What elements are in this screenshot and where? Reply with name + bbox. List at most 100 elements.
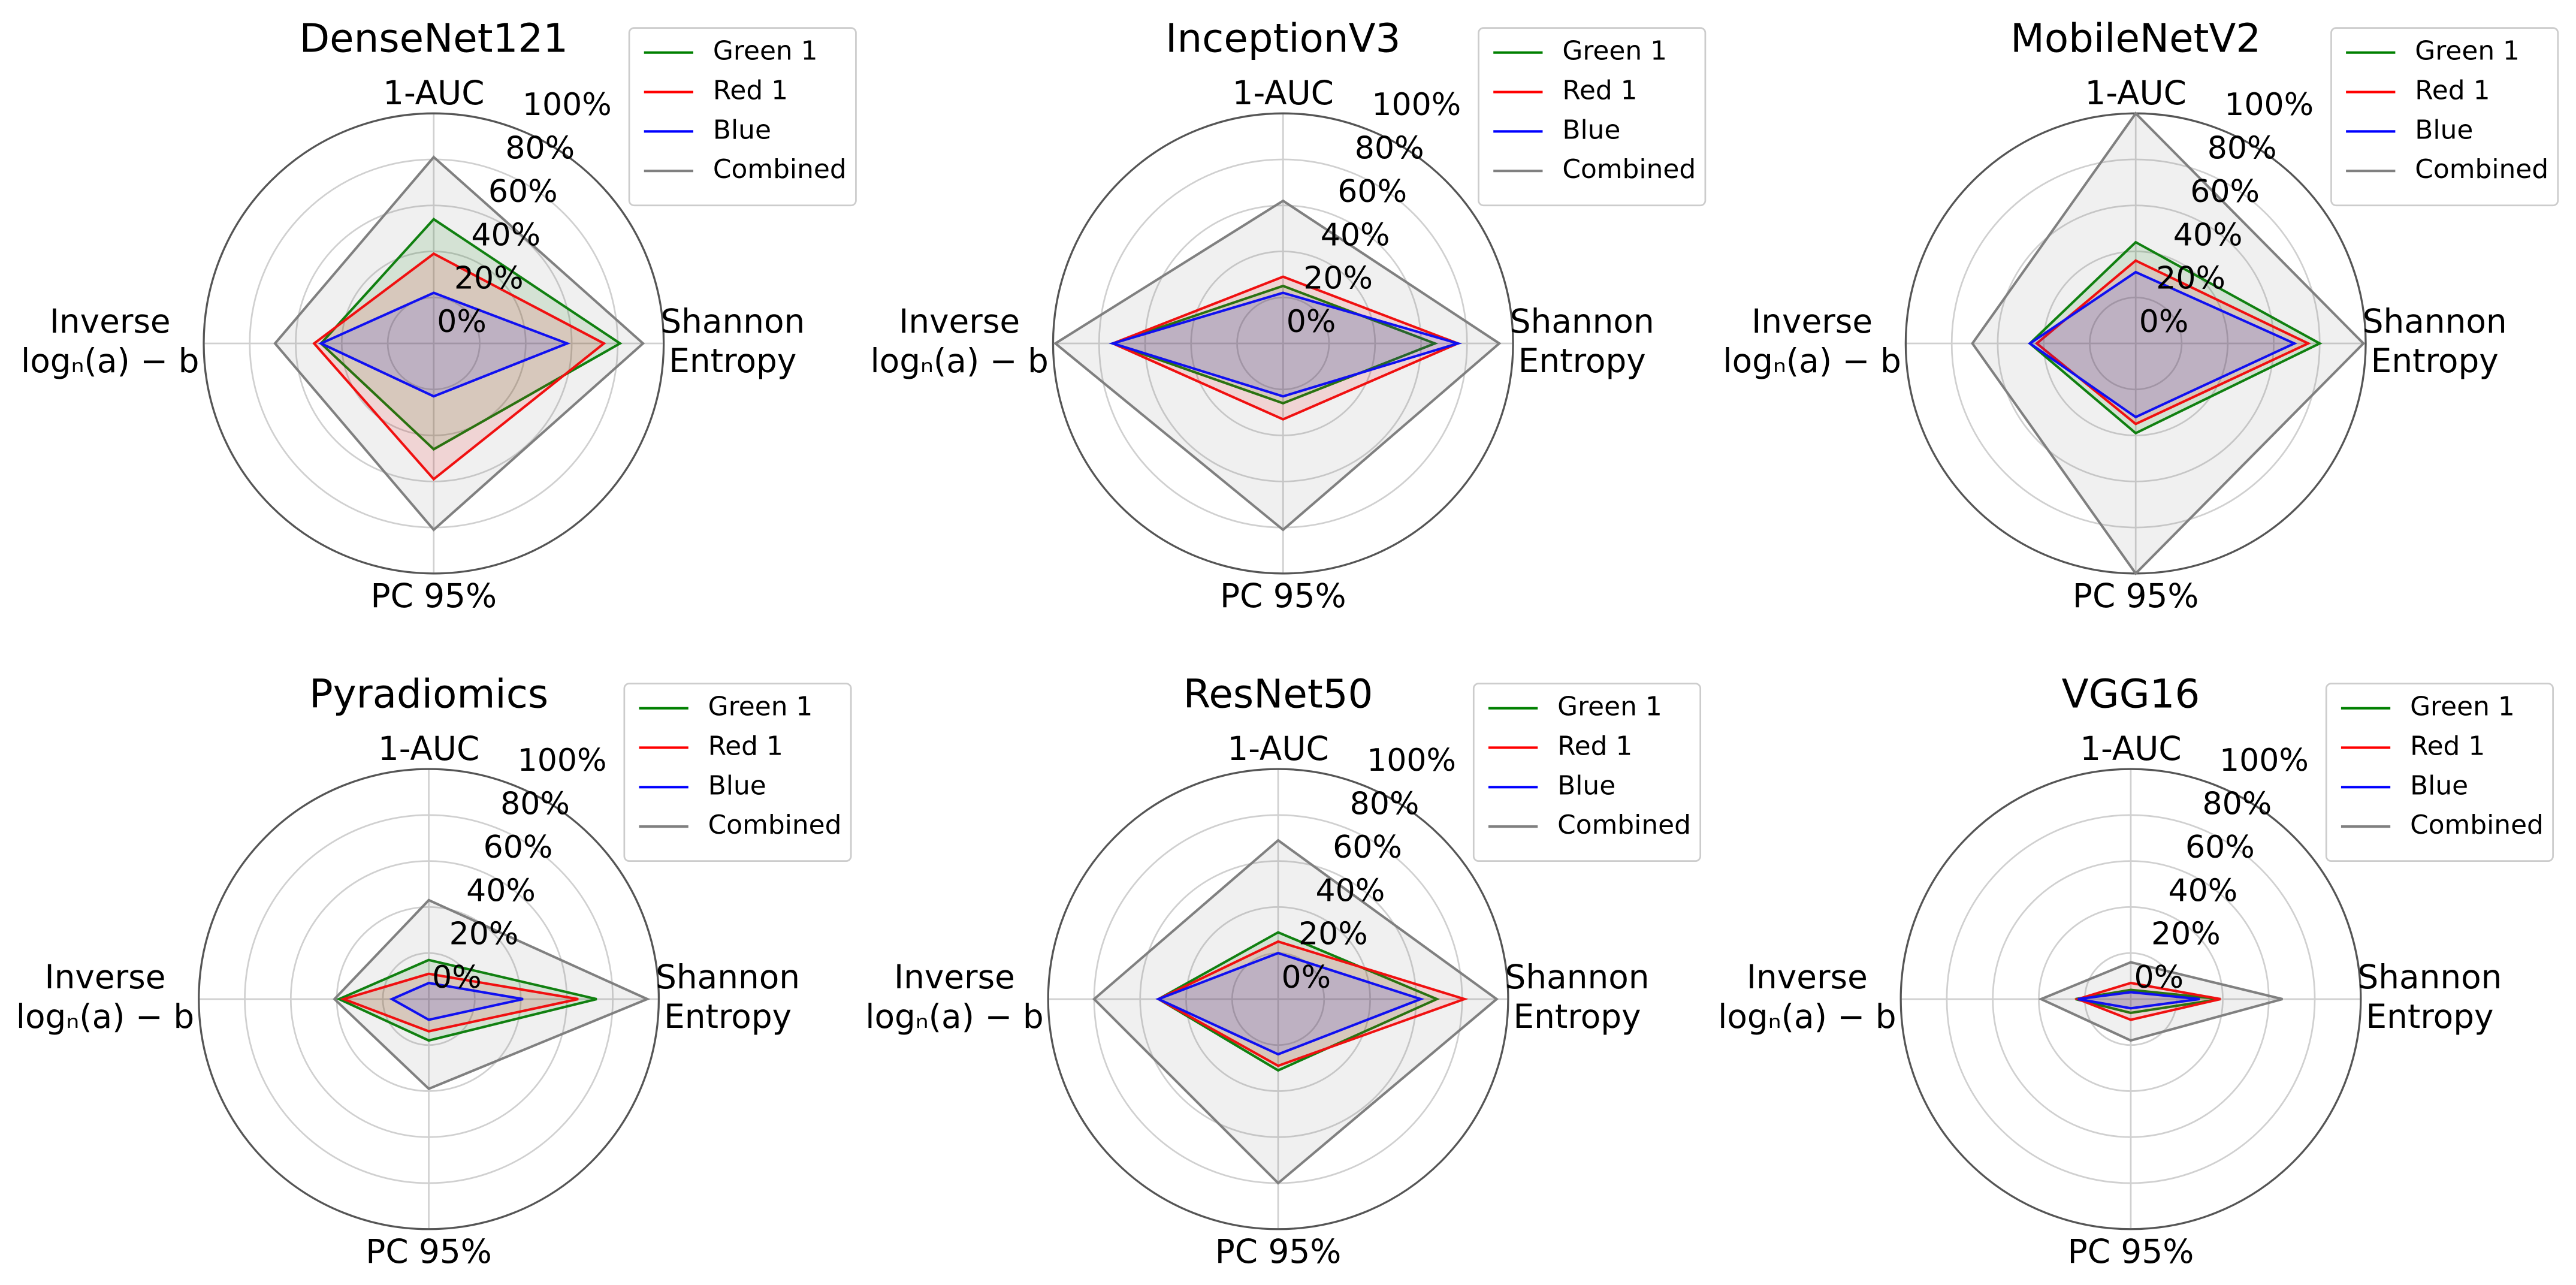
spine	[1899, 768, 2362, 1230]
r-tick-label: 20%	[2156, 261, 2225, 297]
axis-label: Shannon Entropy	[1510, 302, 1654, 380]
legend: Green 1 Red 1 Blue Combined	[628, 27, 857, 207]
r-tick-label: 100%	[2219, 743, 2309, 779]
radar-chart: 1-AUC Shannon Entropy PC 95% Inverse logₙ(a) …	[21, 16, 857, 615]
series-area	[333, 898, 651, 1091]
axis-label: Shannon Entropy	[1505, 958, 1650, 1036]
series-area	[1971, 111, 2366, 576]
r-tick-label: 60%	[2190, 174, 2260, 210]
r-tick-label: 80%	[2203, 786, 2272, 822]
r-tick-label: 40%	[2173, 217, 2243, 253]
r-tick-label: 100%	[2224, 87, 2314, 123]
legend-label: Red 1	[708, 731, 783, 761]
axis-label: PC 95%	[366, 1232, 492, 1271]
legend-box	[628, 27, 857, 207]
axis-label: PC 95%	[2068, 1232, 2194, 1271]
legend-box	[623, 683, 852, 862]
axis-label: PC 95%	[371, 577, 497, 615]
r-tick-label: 40%	[471, 217, 540, 253]
series-area	[389, 981, 524, 1021]
spine	[1052, 112, 1514, 575]
legend: Green 1 Red 1 Blue Combined	[2325, 683, 2554, 862]
radar-chart: 1-AUC Shannon Entropy PC 95% Inverse logₙ(a) …	[16, 671, 852, 1271]
r-tick-label: 40%	[466, 873, 536, 909]
axis-label: Inverse logₙ(a) − b	[21, 302, 199, 380]
legend-label: Green 1	[2410, 692, 2515, 722]
axis-label: PC 95%	[1215, 1232, 1342, 1271]
r-tick-label: 60%	[484, 829, 553, 865]
r-tick-label: 0%	[437, 304, 487, 340]
r-tick-label: 40%	[1316, 873, 1385, 909]
legend-label: Combined	[708, 810, 842, 840]
legend: Green 1 Red 1 Blue Combined	[1478, 27, 1707, 207]
axis-label: 1-AUC	[2085, 74, 2187, 112]
legend-label: Green 1	[708, 692, 813, 722]
legend-label: Combined	[713, 154, 847, 185]
legend-label: Combined	[2415, 154, 2548, 185]
r-tick-label: 80%	[2207, 131, 2277, 167]
chart-title: InceptionV3	[1165, 16, 1400, 62]
chart-title: VGG16	[2062, 671, 2200, 717]
legend-label: Blue	[713, 114, 771, 145]
r-tick-label: 0%	[2134, 960, 2184, 996]
legend-box	[1478, 27, 1707, 207]
series-area	[2074, 981, 2221, 1021]
r-tick-label: 0%	[2139, 304, 2189, 340]
r-tick-label: 40%	[2168, 873, 2237, 909]
legend-label: Combined	[1557, 810, 1691, 840]
r-tick-label: 80%	[1355, 131, 1424, 167]
series-area	[273, 155, 645, 532]
legend: Green 1 Red 1 Blue Combined	[2330, 27, 2559, 207]
r-tick-label: 100%	[1367, 743, 1456, 779]
r-tick-label: 60%	[488, 174, 558, 210]
axis-label: Inverse logₙ(a) − b	[865, 958, 1043, 1036]
r-tick-label: 0%	[1287, 304, 1336, 340]
spine	[203, 112, 665, 575]
series-area	[2028, 270, 2298, 419]
radar-chart: 1-AUC Shannon Entropy PC 95% Inverse logₙ(a) …	[1723, 16, 2559, 615]
axis-label: Inverse logₙ(a) − b	[16, 958, 194, 1036]
legend-label: Combined	[2410, 810, 2544, 840]
legend-label: Green 1	[713, 36, 818, 67]
series-area	[319, 218, 623, 451]
r-tick-label: 60%	[2185, 829, 2255, 865]
axis-label: Shannon Entropy	[660, 302, 805, 380]
legend-label: Blue	[2415, 114, 2473, 145]
axis-label: 1-AUC	[378, 729, 479, 768]
legend-label: Blue	[708, 770, 766, 801]
axis-label: 1-AUC	[1227, 729, 1328, 768]
legend-label: Combined	[1562, 154, 1696, 185]
series-area	[1053, 199, 1502, 532]
legend-box	[2330, 27, 2559, 207]
legend-label: Blue	[1557, 770, 1615, 801]
legend-label: Red 1	[713, 76, 788, 106]
radar-chart: 1-AUC Shannon Entropy PC 95% Inverse logₙ(a) …	[870, 16, 1707, 615]
r-tick-label: 20%	[449, 916, 519, 952]
legend-label: Red 1	[1562, 76, 1637, 106]
r-tick-label: 100%	[1372, 87, 1461, 123]
axis-label: 1-AUC	[383, 74, 484, 112]
legend: Green 1 Red 1 Blue Combined	[1472, 683, 1702, 862]
chart-title: MobileNetV2	[2010, 16, 2261, 62]
legend-label: Red 1	[2415, 76, 2490, 106]
axis-label: Shannon Entropy	[2357, 958, 2502, 1036]
r-tick-label: 100%	[523, 87, 612, 123]
r-tick-label: 100%	[518, 743, 607, 779]
r-tick-label: 60%	[1333, 829, 1402, 865]
r-tick-label: 80%	[505, 131, 575, 167]
r-tick-label: 20%	[1303, 261, 1373, 297]
series-area	[2077, 991, 2200, 1010]
series-area	[1092, 838, 1499, 1185]
radar-chart: 1-AUC Shannon Entropy PC 95% Inverse logₙ(a) …	[865, 671, 1702, 1271]
r-tick-label: 80%	[1350, 786, 1420, 822]
spine	[1047, 768, 1509, 1230]
axis-label: PC 95%	[1220, 577, 1346, 615]
axis-label: Inverse logₙ(a) − b	[1723, 302, 1901, 380]
axis-label: PC 95%	[2073, 577, 2199, 615]
legend-label: Red 1	[1557, 731, 1632, 761]
series-area	[1109, 291, 1463, 398]
axis-label: 1-AUC	[2080, 729, 2181, 768]
chart-title: Pyradiomics	[309, 671, 548, 717]
r-tick-label: 60%	[1337, 174, 1407, 210]
